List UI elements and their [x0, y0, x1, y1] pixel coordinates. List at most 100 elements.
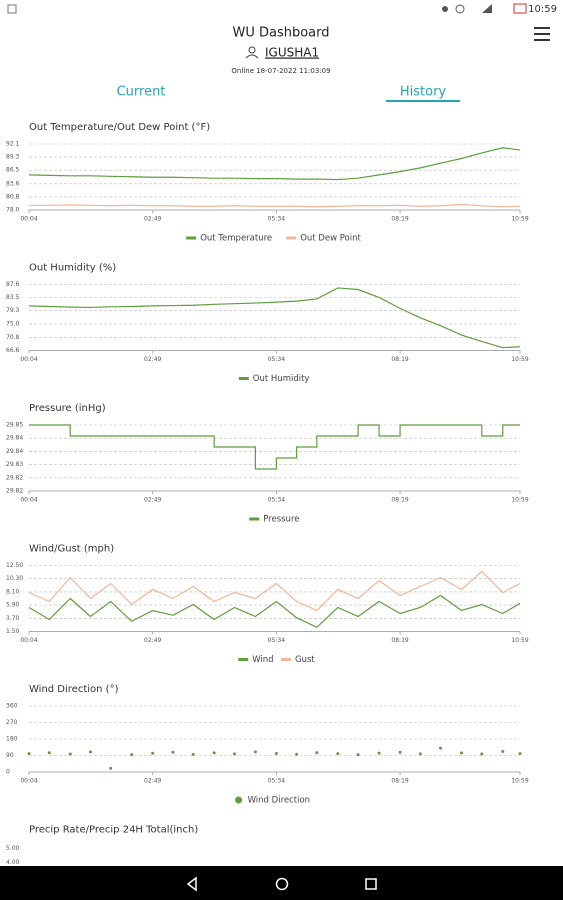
point — [356, 753, 360, 757]
y-tick-label: 29.82 — [6, 474, 23, 481]
user-icon — [245, 54, 259, 59]
legend-swatch — [281, 658, 291, 661]
x-tick-label: 00:04 — [20, 637, 37, 644]
x-tick-label: 02:49 — [144, 778, 161, 785]
point — [501, 749, 505, 753]
point — [151, 751, 155, 755]
point — [232, 752, 236, 756]
y-tick-label: 5.00 — [6, 845, 20, 852]
y-tick-label: 78.0 — [6, 207, 20, 214]
x-tick-label: 05:34 — [268, 216, 285, 223]
x-tick-label: 00:04 — [20, 216, 37, 223]
legend-label: Gust — [295, 655, 315, 665]
y-tick-label: 80.8 — [6, 193, 20, 200]
series-line — [28, 570, 521, 612]
point — [336, 752, 340, 756]
status-text: Online 18-07-2022 11:03:09 — [231, 67, 330, 75]
y-tick-label: 29.82 — [6, 488, 23, 495]
point — [460, 751, 464, 755]
y-tick-label: 29.84 — [6, 435, 23, 442]
legend-swatch — [249, 517, 260, 521]
point — [171, 750, 175, 754]
x-tick-label: 02:49 — [144, 356, 161, 363]
x-tick-label: 00:04 — [20, 356, 37, 363]
point — [480, 752, 484, 756]
charts: Out Temperature/Out Dew Point (°F) 78.0 80… — [6, 122, 529, 866]
y-tick-label: 4.00 — [6, 859, 20, 866]
legend-swatch — [235, 796, 243, 804]
y-tick-label: 1.50 — [6, 628, 20, 635]
station[interactable]: IGUSHA1 — [245, 46, 319, 60]
point — [439, 746, 443, 750]
x-tick-label: 02:49 — [144, 216, 161, 223]
x-tick-label: 02:49 — [144, 637, 161, 644]
point — [315, 751, 319, 755]
chart-title: Pressure (inHg) — [29, 403, 106, 414]
series-line — [29, 424, 520, 470]
point — [47, 751, 51, 755]
y-tick-label: 29.84 — [6, 448, 23, 455]
y-tick-label: 270 — [6, 719, 18, 726]
x-tick-label: 08:19 — [391, 216, 408, 223]
point — [518, 752, 522, 756]
x-tick-label: 02:49 — [144, 497, 161, 504]
legend-swatch — [238, 658, 249, 661]
legend-label: Wind Direction — [248, 796, 310, 806]
back-button[interactable] — [186, 876, 197, 892]
x-tick-label: 08:19 — [391, 497, 408, 504]
y-tick-label: 3.70 — [6, 615, 20, 622]
nav-bar — [0, 866, 563, 900]
station-name[interactable]: IGUSHA1 — [265, 46, 319, 60]
point — [191, 752, 195, 756]
battery-icon — [513, 3, 527, 14]
tab-active[interactable]: History — [400, 85, 447, 100]
home-button[interactable] — [275, 877, 289, 891]
y-tick-label: 10.30 — [6, 575, 23, 582]
y-tick-label: 70.8 — [6, 334, 20, 341]
y-tick-label: 66.6 — [6, 347, 20, 354]
menu-button[interactable] — [534, 27, 550, 41]
x-tick-label: 10:59 — [511, 356, 528, 363]
point — [109, 766, 113, 770]
y-tick-label: 180 — [6, 736, 18, 743]
recents-button[interactable] — [365, 878, 377, 890]
point — [295, 752, 299, 756]
menu-bar — [534, 27, 550, 29]
menu-bar — [534, 39, 550, 41]
legend-swatch — [238, 377, 249, 380]
y-tick-label: 79.3 — [6, 307, 20, 314]
x-tick-label: 05:34 — [268, 778, 285, 785]
tab[interactable]: Current — [117, 85, 166, 100]
y-tick-label: 83.6 — [6, 180, 20, 187]
legend-label: Pressure — [263, 515, 299, 525]
chart-title: Out Temperature/Out Dew Point (°F) — [29, 122, 210, 133]
status-icon — [7, 4, 17, 14]
status-icon — [455, 4, 465, 14]
y-tick-label: 29.83 — [6, 461, 23, 468]
point — [212, 751, 216, 755]
legend-label: Out Humidity — [253, 374, 310, 384]
x-tick-label: 08:19 — [391, 637, 408, 644]
y-tick-label: 87.6 — [6, 281, 20, 288]
y-tick-label: 360 — [6, 703, 18, 710]
x-tick-label: 10:59 — [511, 637, 528, 644]
y-tick-label: 75.0 — [6, 321, 20, 328]
point — [398, 750, 402, 754]
point — [253, 750, 257, 754]
series-line — [28, 594, 521, 629]
chart-title: Wind Direction (°) — [29, 684, 119, 695]
series-line — [28, 287, 521, 349]
legend-swatch — [186, 236, 197, 240]
y-tick-label: 83.5 — [6, 294, 20, 301]
signal-icon — [482, 4, 492, 13]
legend-label: Wind — [252, 655, 273, 665]
point — [27, 752, 31, 756]
legend-swatch — [286, 236, 297, 240]
chart-title: Out Humidity (%) — [29, 263, 116, 274]
x-tick-label: 05:34 — [268, 497, 285, 504]
y-tick-label: 86.5 — [6, 167, 20, 174]
x-tick-label: 08:19 — [391, 778, 408, 785]
